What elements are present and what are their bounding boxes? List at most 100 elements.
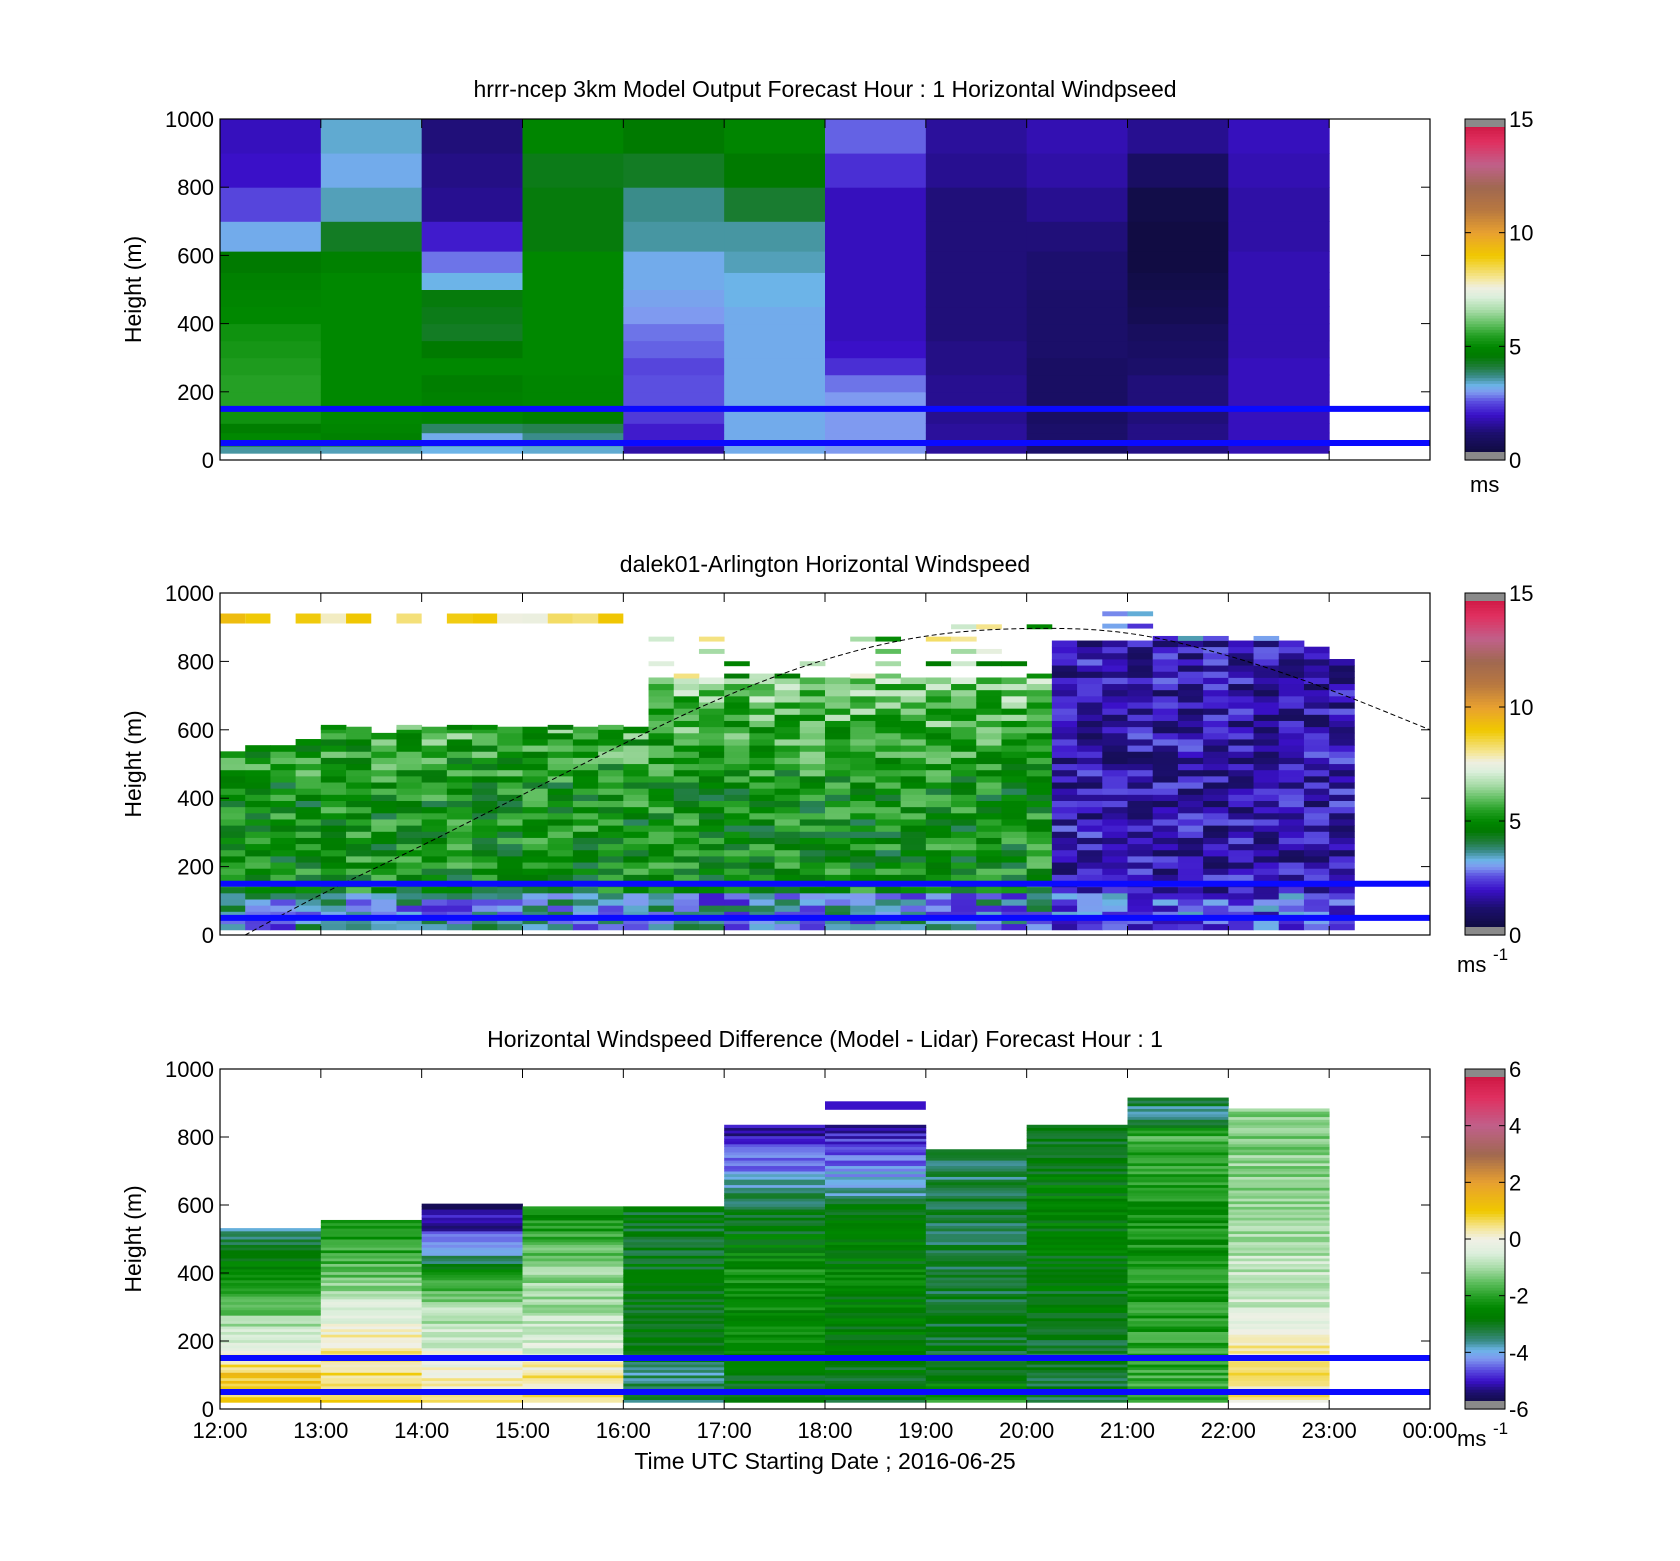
heatmap-cell [320,1228,423,1232]
colorbar-swatch [1465,1188,1505,1192]
heatmap-cell [925,1385,1028,1390]
heatmap-cell [1228,423,1330,434]
heatmap-cell [1228,1135,1330,1139]
colorbar-swatch [1465,704,1505,708]
heatmap-cell [724,812,750,820]
heatmap-cell [825,1233,927,1237]
heatmap-cell [1303,732,1330,740]
heatmap-cell [951,899,977,906]
heatmap-cell [421,732,448,740]
heatmap-cell [1127,1331,1229,1335]
heatmap-cell [648,819,675,826]
heatmap-cell [1001,800,1028,808]
heatmap-cell [1026,708,1053,715]
heatmap-cell [774,806,801,814]
heatmap-cell [648,720,675,728]
heatmap-cell [1228,1154,1330,1158]
heatmap-cell [925,1252,1028,1256]
heatmap-cell [446,782,473,789]
heatmap-cell [951,819,977,826]
heatmap-cell [1127,1141,1229,1145]
heatmap-cell [1127,1211,1229,1216]
heatmap-cell [421,726,448,734]
heatmap-cell [1127,831,1154,838]
heatmap-cell [900,763,927,771]
heatmap-cell [320,819,347,826]
colorbar-tick-label: 5 [1509,809,1521,834]
heatmap-cell [1253,800,1280,808]
heatmap-cell [799,886,826,894]
heatmap-cell [925,1285,1028,1289]
heatmap-cell [1001,677,1028,685]
heatmap-cell [547,837,574,845]
heatmap-cell [1127,1143,1229,1148]
heatmap-cell [245,775,271,783]
heatmap-cell [825,1132,927,1137]
heatmap-cell [547,613,573,624]
heatmap-cell [446,825,473,832]
heatmap-cell [925,714,952,721]
heatmap-cell [421,408,523,424]
heatmap-cell [1127,340,1229,359]
colorbar-swatch [1465,721,1505,725]
heatmap-cell [1203,800,1229,808]
heatmap-cell [472,788,498,795]
colorbar-swatch [1465,1165,1505,1169]
heatmap-cell [1001,782,1028,789]
heatmap-cell [1127,745,1154,752]
heatmap-cell [623,1296,725,1300]
heatmap-cell [220,119,322,154]
heatmap-cell [724,683,750,691]
colorbar-swatch [1465,195,1505,200]
colorbar-swatch [1465,434,1505,438]
heatmap-cell [396,745,423,752]
heatmap-cell [346,849,372,857]
heatmap-cell [320,831,347,838]
colorbar-swatch [1465,272,1505,276]
heatmap-cell [825,905,851,912]
heatmap-cell [925,1323,1028,1327]
heatmap-cell [1228,843,1254,851]
heatmap-cell [547,769,574,777]
heatmap-cell [774,788,801,795]
heatmap-cell [1177,905,1204,912]
heatmap-cell [1051,812,1078,820]
heatmap-cell [1152,886,1179,894]
heatmap-cell [1228,1225,1330,1229]
heatmap-cell [951,868,977,875]
heatmap-cell [825,1271,927,1275]
heatmap-cell [421,899,448,906]
heatmap-cell [1051,782,1078,789]
colorbar-swatch [1465,1278,1505,1283]
heatmap-cell [1152,905,1179,912]
heatmap-cell [320,1334,423,1338]
heatmap-cell [925,408,1028,424]
heatmap-cell [1152,671,1179,678]
heatmap-cell [799,739,826,746]
heatmap-cell [623,726,649,734]
heatmap-cell [1177,695,1204,703]
heatmap-cell [1127,1260,1229,1264]
heatmap-cell [1127,1258,1229,1262]
colorbar-tick-label: 15 [1509,581,1533,606]
heatmap-cell [1127,1203,1229,1207]
heatmap-cell [1253,635,1280,641]
colorbar-swatch [1465,207,1505,211]
colorbar-swatch [1465,377,1505,382]
heatmap-cell [925,187,1028,222]
heatmap-cell [472,837,498,845]
heatmap-cell [1026,1377,1128,1381]
heatmap-cell [976,831,1002,838]
heatmap-cell [320,374,423,393]
heatmap-cell [900,837,927,845]
heatmap-cell [900,899,927,906]
heatmap-cell [900,775,927,783]
heatmap-cell [320,1315,423,1319]
heatmap-cell [320,1236,423,1240]
colorbar-swatch [1465,1193,1505,1198]
colorbar-swatch [1465,212,1505,217]
heatmap-cell [1026,1217,1128,1221]
heatmap-cell [698,757,725,765]
x-tick-label: 16:00 [596,1418,651,1443]
heatmap-cell [976,732,1002,740]
